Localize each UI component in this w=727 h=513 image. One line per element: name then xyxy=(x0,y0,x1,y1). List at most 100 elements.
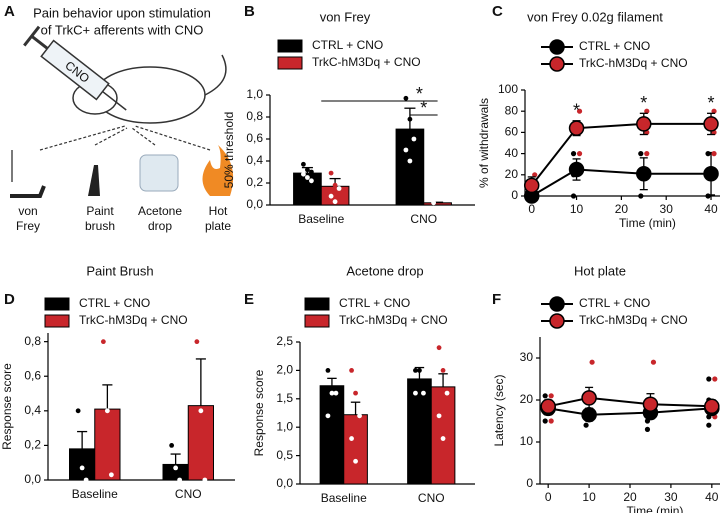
data-point xyxy=(589,359,595,365)
illustration-title: of TrkC+ afferents with CNO xyxy=(41,22,204,37)
x-tick-label: Baseline xyxy=(321,491,367,505)
marker xyxy=(523,177,540,194)
y-tick-label: 0,0 xyxy=(24,472,41,486)
data-point xyxy=(576,151,583,157)
data-point xyxy=(644,426,651,432)
x-tick-label: 40 xyxy=(705,490,719,504)
x-tick-label: 30 xyxy=(664,490,678,504)
stimulus-label: Frey xyxy=(16,219,40,233)
x-tick-label: 0 xyxy=(545,490,552,504)
data-point xyxy=(542,418,548,424)
series-line xyxy=(530,122,712,187)
data-point xyxy=(712,376,718,382)
x-tick-label: 30 xyxy=(660,202,674,216)
data-point xyxy=(532,172,538,178)
y-tick-label: 20 xyxy=(505,167,519,181)
data-point xyxy=(349,436,354,441)
panel-letter: F xyxy=(492,291,501,308)
data-point xyxy=(329,390,335,396)
data-point xyxy=(644,108,650,114)
data-point xyxy=(75,408,81,414)
data-point xyxy=(301,161,306,167)
legend-label: TrkC-hM3Dq + CNO xyxy=(579,56,688,70)
marker xyxy=(540,398,556,415)
data-point xyxy=(353,390,358,396)
marker xyxy=(642,396,659,412)
y-tick-label: 0,5 xyxy=(276,448,293,462)
arrows xyxy=(39,125,211,151)
marker xyxy=(568,161,585,178)
data-point xyxy=(705,151,711,157)
chart-title: von Frey xyxy=(320,9,371,24)
marker xyxy=(636,116,652,132)
x-tick-label: CNO xyxy=(175,487,202,501)
data-point xyxy=(542,393,548,399)
data-point xyxy=(644,151,650,157)
x-tick-label: 0 xyxy=(528,202,535,216)
sig-star: * xyxy=(708,93,715,113)
data-point xyxy=(705,193,711,199)
marker xyxy=(568,120,585,136)
y-tick-label: 60 xyxy=(505,125,519,139)
bar xyxy=(407,378,432,485)
marker xyxy=(581,390,597,406)
x-tick-label: Baseline xyxy=(298,212,344,226)
y-tick-label: 0,2 xyxy=(24,438,41,452)
bar xyxy=(395,128,425,206)
data-point xyxy=(407,158,413,164)
bar xyxy=(69,448,96,481)
legend-label: TrkC-hM3Dq + CNO xyxy=(312,55,421,69)
marker xyxy=(581,406,597,423)
data-point xyxy=(325,368,331,373)
panel-letter: C xyxy=(492,3,503,20)
legend-label: CTRL + CNO xyxy=(79,296,150,310)
chart-title: Hot plate xyxy=(574,263,626,278)
legend-label: CTRL + CNO xyxy=(579,296,650,310)
data-point xyxy=(417,368,422,373)
bar xyxy=(343,414,368,485)
mouse-tail xyxy=(204,54,227,96)
legend-swatch xyxy=(304,314,330,328)
illustration-title: Pain behavior upon stimulation xyxy=(33,5,211,20)
brush-icon xyxy=(88,165,100,196)
stimulus-label: drop xyxy=(148,219,172,233)
y-axis-label: Response score xyxy=(0,363,14,450)
x-tick-label: 10 xyxy=(582,490,596,504)
legend-swatch xyxy=(44,314,70,328)
stimulus-label: brush xyxy=(85,219,115,233)
data-point xyxy=(576,108,583,114)
x-tick-label: Baseline xyxy=(72,487,118,501)
y-axis-label: Response score xyxy=(252,369,266,456)
series-line xyxy=(531,168,712,197)
data-point xyxy=(353,458,358,464)
x-tick-label: 20 xyxy=(623,490,637,504)
x-tick-label: 40 xyxy=(704,202,718,216)
data-point xyxy=(706,422,712,428)
legend-swatch xyxy=(304,297,330,311)
y-tick-label: 0,0 xyxy=(276,476,293,490)
data-point xyxy=(83,477,89,483)
sig-star: * xyxy=(420,98,427,118)
x-axis-label: Time (min) xyxy=(619,216,676,230)
data-point xyxy=(444,390,450,396)
data-point xyxy=(413,390,418,396)
legend-label: CTRL + CNO xyxy=(339,296,410,310)
marker xyxy=(636,165,652,182)
stimulus-label: Paint xyxy=(86,204,114,218)
y-tick-label: 2,5 xyxy=(276,334,293,348)
data-point xyxy=(198,408,204,414)
legend-label: TrkC-hM3Dq + CNO xyxy=(339,313,448,327)
data-point xyxy=(202,477,208,483)
legend-label: CTRL + CNO xyxy=(579,39,650,53)
data-point xyxy=(177,477,183,483)
x-tick-label: CNO xyxy=(410,212,437,226)
data-point xyxy=(194,339,200,345)
data-point xyxy=(173,465,179,471)
fire-icon xyxy=(202,145,234,196)
data-point xyxy=(328,193,334,199)
data-point xyxy=(332,199,338,205)
y-tick-label: 0 xyxy=(511,188,518,202)
y-tick-label: 20 xyxy=(520,392,534,406)
data-point xyxy=(100,339,106,345)
data-point xyxy=(570,151,577,157)
